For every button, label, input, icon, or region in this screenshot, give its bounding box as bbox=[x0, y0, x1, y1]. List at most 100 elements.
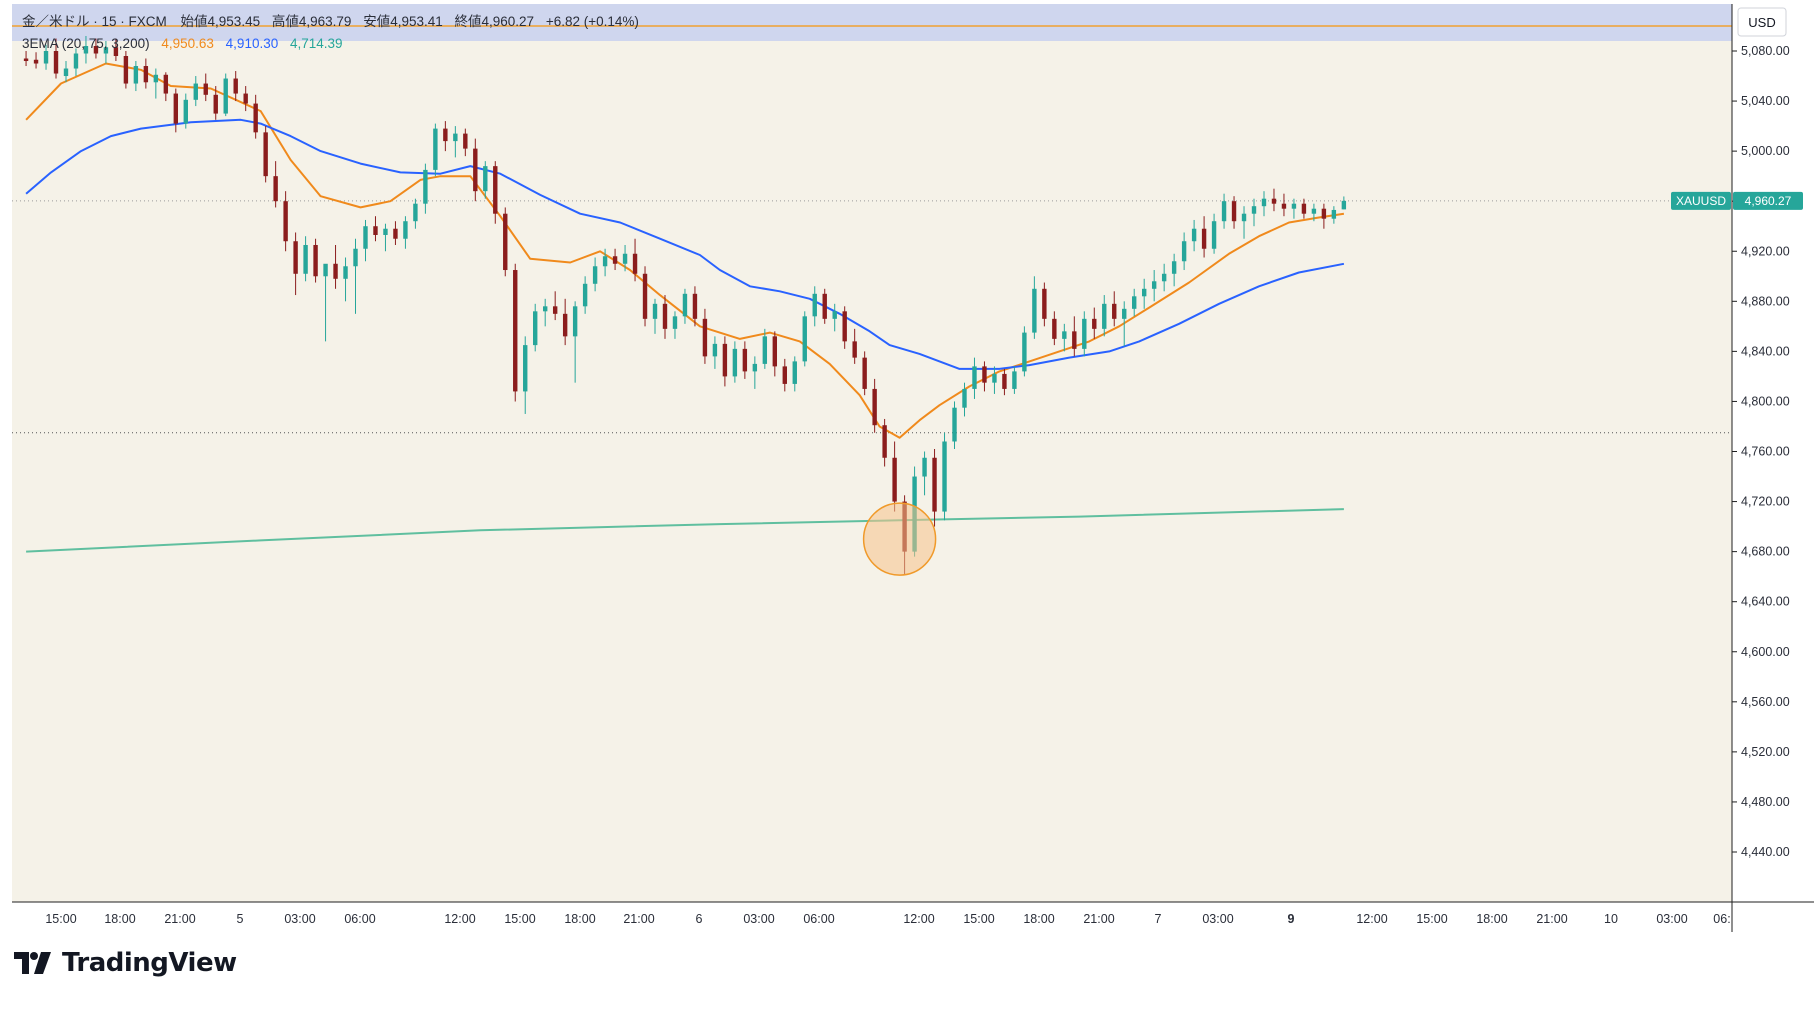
candle-body bbox=[153, 74, 159, 83]
candle bbox=[1012, 366, 1017, 394]
candle bbox=[1151, 270, 1157, 302]
candle bbox=[83, 35, 89, 64]
candle bbox=[403, 216, 408, 249]
candle-body bbox=[1221, 201, 1227, 222]
candle-body bbox=[922, 457, 927, 477]
candle-body bbox=[443, 128, 448, 142]
candle bbox=[183, 93, 188, 129]
time-tick-label: 12:00 bbox=[903, 912, 934, 926]
currency-box[interactable] bbox=[1737, 7, 1787, 37]
candle-body bbox=[1112, 303, 1117, 319]
tradingview-branding[interactable]: TradingView bbox=[14, 948, 237, 978]
candle-body bbox=[183, 99, 188, 124]
candle bbox=[1291, 198, 1297, 219]
candle bbox=[602, 248, 608, 277]
candle-body bbox=[862, 357, 867, 389]
candle bbox=[732, 341, 738, 383]
candle-body bbox=[1022, 332, 1027, 372]
candle-body bbox=[363, 226, 368, 249]
candle bbox=[982, 361, 987, 392]
candle-body bbox=[503, 213, 508, 271]
candle bbox=[413, 198, 418, 229]
ema-mid-value: 4,910.30 bbox=[226, 36, 279, 51]
indicator-label: 3EMA (20, 75, 3,200) bbox=[22, 36, 150, 51]
price-tick-label: 4,800.00 bbox=[1741, 394, 1790, 408]
candle-body bbox=[702, 318, 708, 357]
candle-body bbox=[802, 316, 807, 362]
candle bbox=[632, 238, 638, 282]
candle-body bbox=[143, 66, 149, 83]
candle bbox=[353, 238, 358, 314]
candle-body bbox=[1211, 221, 1217, 249]
time-tick-label: 18:00 bbox=[1476, 912, 1507, 926]
candle-body bbox=[762, 336, 768, 364]
candle-body bbox=[1042, 288, 1047, 319]
candle bbox=[1271, 188, 1277, 212]
candle bbox=[1301, 198, 1307, 219]
time-tick-label: 15:00 bbox=[963, 912, 994, 926]
candle-body bbox=[782, 366, 787, 384]
currency-label: USD bbox=[1748, 15, 1775, 30]
candle bbox=[103, 40, 109, 64]
candle-body bbox=[1032, 288, 1037, 333]
candle bbox=[53, 38, 59, 79]
price-axis[interactable]: 5,080.005,040.005,000.004,960.004,920.00… bbox=[1732, 44, 1790, 859]
candle-body bbox=[932, 457, 937, 512]
candle bbox=[33, 52, 39, 69]
candle-body bbox=[892, 457, 897, 502]
candle bbox=[133, 61, 139, 92]
candle bbox=[1002, 368, 1007, 396]
candle bbox=[742, 341, 748, 379]
candle bbox=[652, 298, 658, 334]
candle-body bbox=[253, 103, 258, 133]
candle-body bbox=[1311, 208, 1317, 214]
low-label: 安値 bbox=[363, 14, 390, 29]
candle-body bbox=[752, 363, 758, 372]
candle-body bbox=[403, 221, 408, 239]
candle bbox=[772, 331, 778, 377]
time-axis[interactable]: 15:00 18:00 21:00 5 03:00 06:00 12:00 15:00 18:0… bbox=[45, 912, 1730, 926]
candle-body bbox=[882, 425, 887, 458]
candle bbox=[1141, 278, 1147, 309]
candle bbox=[313, 238, 318, 283]
candle bbox=[533, 303, 538, 352]
candle bbox=[862, 351, 867, 396]
candle bbox=[1122, 301, 1127, 347]
candle bbox=[273, 161, 278, 208]
candle bbox=[922, 451, 927, 496]
candle-body bbox=[373, 226, 378, 235]
candle-body bbox=[203, 83, 208, 95]
candle bbox=[513, 263, 518, 402]
candle bbox=[123, 51, 129, 89]
candle bbox=[193, 76, 198, 107]
candle bbox=[73, 48, 79, 77]
candle-body bbox=[1341, 200, 1347, 210]
candle-body bbox=[303, 244, 308, 274]
candle-body bbox=[692, 293, 698, 319]
time-tick-label: 18:00 bbox=[564, 912, 595, 926]
candle bbox=[23, 51, 29, 67]
close-value: 4,960.27 bbox=[482, 14, 535, 29]
candle bbox=[393, 221, 398, 245]
candle bbox=[1261, 191, 1267, 217]
candle-body bbox=[273, 176, 278, 202]
candle-body bbox=[113, 47, 119, 57]
candle bbox=[243, 86, 248, 112]
candle-body bbox=[493, 166, 498, 214]
candles-layer bbox=[23, 35, 1347, 575]
candle bbox=[333, 244, 338, 289]
candle bbox=[682, 288, 688, 324]
candle-body bbox=[732, 348, 738, 377]
candle-body bbox=[582, 283, 588, 307]
candle-body bbox=[662, 303, 668, 329]
candle-body bbox=[1281, 203, 1287, 209]
time-tick-label: 10 bbox=[1604, 912, 1618, 926]
price-tick-label: 4,480.00 bbox=[1741, 795, 1790, 809]
candle-body bbox=[772, 336, 778, 367]
candle bbox=[233, 71, 238, 102]
candle bbox=[1221, 193, 1227, 229]
symbol-tag bbox=[1671, 191, 1731, 210]
candle-body bbox=[1171, 261, 1177, 274]
